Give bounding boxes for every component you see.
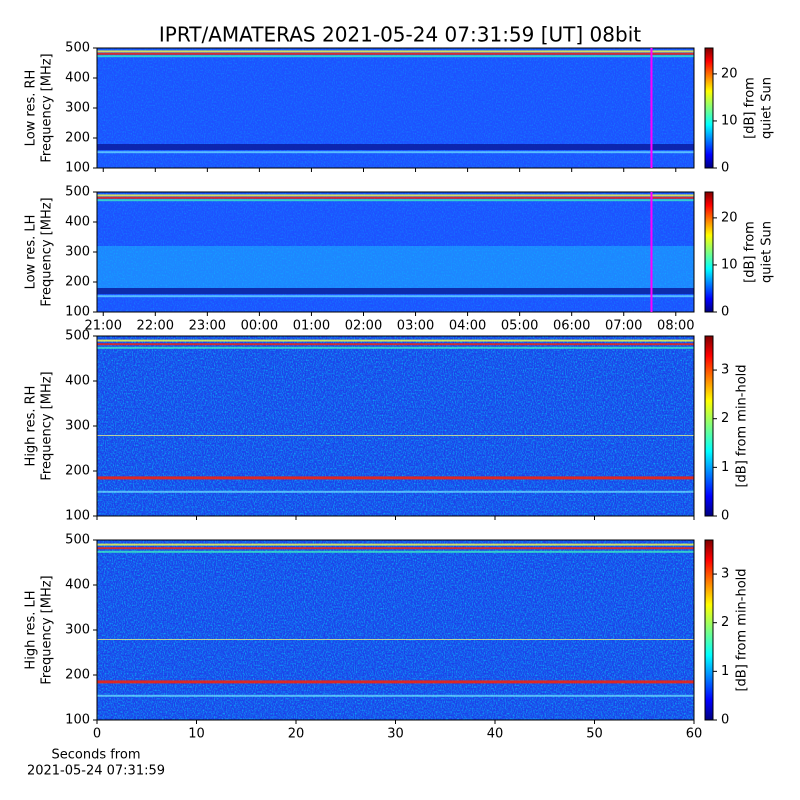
colorbar-tick-label: 0	[721, 305, 729, 320]
colorbar-label: [dB] from min-hold	[735, 364, 750, 487]
spectrogram-stripe	[97, 543, 694, 546]
y-axis-label: Frequency [MHz]	[40, 575, 55, 684]
x-tick-label: 20	[288, 727, 305, 742]
chart-title: IPRT/AMATERAS 2021-05-24 07:31:59 [UT] 0…	[159, 23, 641, 47]
spectrogram-stripe	[97, 694, 694, 697]
colorbar-label: [dB] from	[743, 77, 758, 139]
spectrogram-stripe	[97, 199, 694, 202]
spectrogram-stripe	[97, 476, 694, 480]
y-axis-label: Frequency [MHz]	[40, 197, 55, 306]
y-axis-label: Low res. RH	[24, 70, 39, 147]
x-tick-label: 06:00	[553, 319, 590, 334]
spectrogram-noise	[97, 540, 694, 720]
y-tick-label: 200	[65, 464, 90, 479]
spectrogram-stripe	[97, 339, 694, 342]
colorbar-tick-label: 10	[721, 257, 738, 272]
x-tick-label: 02:00	[345, 319, 382, 334]
y-tick-label: 200	[65, 275, 90, 290]
x-tick-label: 21:00	[85, 319, 122, 334]
spectrogram-stripe	[97, 346, 694, 349]
y-tick-label: 200	[65, 668, 90, 683]
y-tick-label: 300	[65, 623, 90, 638]
y-tick-label: 200	[65, 131, 90, 146]
colorbar-tick-label: 3	[721, 363, 729, 378]
x-tick-label: 01:00	[293, 319, 330, 334]
y-tick-label: 500	[65, 185, 90, 200]
colorbar-tick-label: 2	[721, 411, 729, 426]
colorbar	[704, 539, 714, 721]
spectrogram-stripe	[97, 295, 694, 298]
spectrogram-stripe	[97, 196, 694, 199]
spectrogram-stripe	[97, 52, 694, 55]
x-tick-label: 60	[686, 727, 703, 742]
x-tick-label: 08:00	[657, 319, 694, 334]
colorbar	[704, 335, 714, 517]
y-tick-label: 400	[65, 71, 90, 86]
colorbar-label: [dB] from min-hold	[735, 568, 750, 691]
y-axis-label: High res. LH	[24, 590, 39, 669]
y-tick-label: 300	[65, 245, 90, 260]
x-tick-label: 04:00	[449, 319, 486, 334]
colorbar-tick-label: 1	[721, 664, 729, 679]
x-tick-label: 40	[487, 727, 504, 742]
y-tick-label: 100	[65, 713, 90, 728]
colorbar-tick-label: 1	[721, 460, 729, 475]
colorbar-label: [dB] from	[743, 221, 758, 283]
spectrogram-stripe	[97, 288, 694, 294]
y-axis-label: Low res. LH	[24, 215, 39, 290]
y-tick-label: 500	[65, 41, 90, 56]
y-tick-label: 400	[65, 215, 90, 230]
spectrogram-stripe	[97, 151, 694, 154]
x-tick-label: 07:00	[605, 319, 642, 334]
spectrogram-stripe	[97, 547, 694, 550]
spectrogram-stripe	[97, 639, 694, 640]
x-tick-label: 03:00	[397, 319, 434, 334]
y-tick-label: 100	[65, 509, 90, 524]
y-tick-label: 100	[65, 161, 90, 176]
x-tick-label: 00:00	[241, 319, 278, 334]
colorbar-label: quiet Sun	[760, 77, 775, 139]
spectrogram-stripe	[97, 550, 694, 553]
colorbar	[704, 191, 714, 313]
colorbar-tick-label: 10	[721, 113, 738, 128]
x-tick-label: 05:00	[501, 319, 538, 334]
spectrogram-stripe	[97, 490, 694, 493]
y-axis-label: Frequency [MHz]	[40, 53, 55, 162]
x-tick-label: 22:00	[137, 319, 174, 334]
x-axis-label: 2021-05-24 07:31:59	[27, 764, 165, 779]
colorbar-tick-label: 20	[721, 210, 738, 225]
x-tick-label: 0	[93, 727, 101, 742]
y-tick-label: 500	[65, 329, 90, 344]
y-tick-label: 400	[65, 374, 90, 389]
y-axis-label: High res. RH	[24, 386, 39, 467]
y-tick-label: 100	[65, 305, 90, 320]
x-tick-label: 30	[387, 727, 404, 742]
y-tick-label: 500	[65, 533, 90, 548]
spectrogram-stripe	[97, 50, 694, 53]
y-tick-label: 400	[65, 578, 90, 593]
spectrogram-stripe	[97, 55, 694, 58]
spectrogram-stripe	[97, 194, 694, 197]
spectrogram-stripe	[97, 144, 694, 150]
colorbar-tick-label: 20	[721, 66, 738, 81]
x-tick-label: 50	[586, 727, 603, 742]
colorbar-tick-label: 2	[721, 615, 729, 630]
spectrogram-stripe	[97, 343, 694, 346]
x-axis-label: Seconds from	[51, 748, 140, 763]
spectrogram-stripe	[97, 680, 694, 684]
colorbar	[704, 47, 714, 169]
y-axis-label: Frequency [MHz]	[40, 371, 55, 480]
colorbar-tick-label: 0	[721, 161, 729, 176]
x-tick-label: 10	[188, 727, 205, 742]
colorbar-tick-label: 3	[721, 567, 729, 582]
colorbar-label: quiet Sun	[760, 221, 775, 283]
colorbar-tick-label: 0	[721, 713, 729, 728]
spectrogram-noise	[97, 336, 694, 516]
colorbar-tick-label: 0	[721, 509, 729, 524]
spectrogram-stripe	[97, 435, 694, 436]
y-tick-label: 300	[65, 101, 90, 116]
x-tick-label: 23:00	[189, 319, 226, 334]
y-tick-label: 300	[65, 419, 90, 434]
